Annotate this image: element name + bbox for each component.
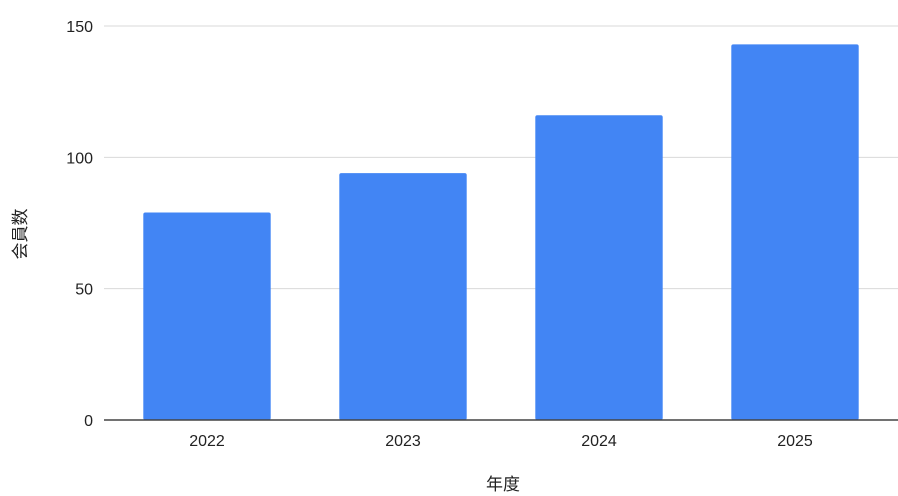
- bar-2024: [535, 115, 663, 420]
- x-tick-label: 2025: [777, 433, 813, 450]
- x-tick-labels: 2022 2023 2024 2025: [189, 433, 813, 450]
- y-tick-label: 100: [66, 150, 93, 167]
- y-axis-title: 会員数: [11, 209, 31, 260]
- x-tick-label: 2023: [385, 433, 421, 450]
- bar-2022: [143, 212, 271, 420]
- bars: [143, 44, 859, 421]
- y-tick-labels: 0 50 100 150: [66, 19, 93, 430]
- bar-2023: [339, 173, 467, 420]
- x-tick-label: 2024: [581, 433, 617, 450]
- y-tick-label: 0: [84, 413, 93, 430]
- x-axis-title: 年度: [486, 475, 520, 495]
- y-tick-label: 150: [66, 19, 93, 36]
- x-tick-label: 2022: [189, 433, 225, 450]
- y-tick-label: 50: [75, 282, 93, 299]
- bar-2025: [731, 44, 859, 421]
